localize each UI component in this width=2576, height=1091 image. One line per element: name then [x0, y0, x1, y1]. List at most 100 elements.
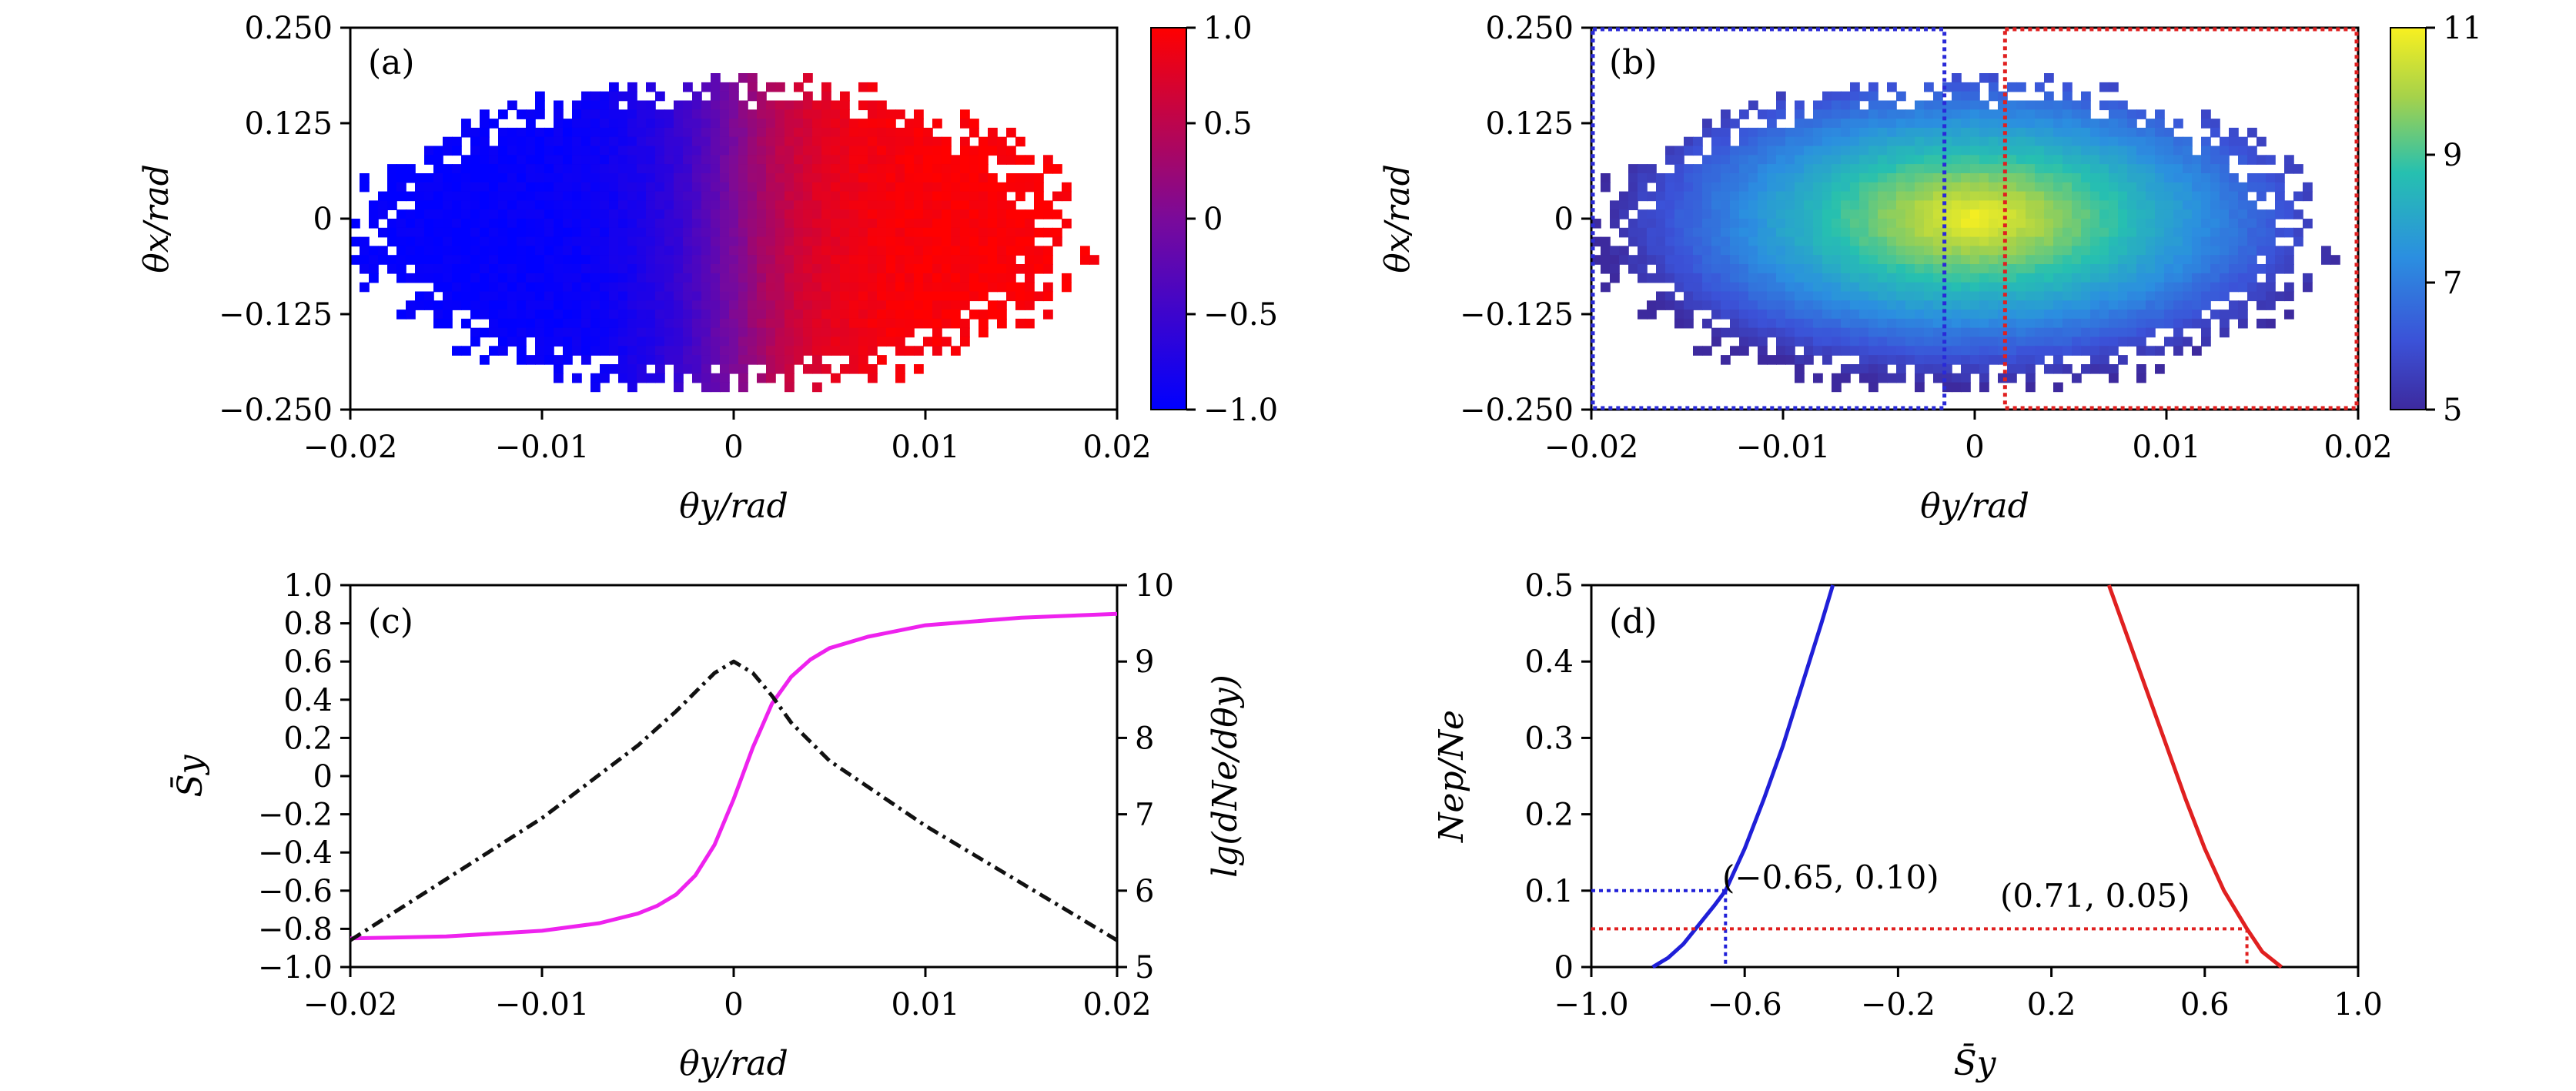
b-xtick-label: −0.01: [1736, 430, 1831, 465]
heatmap-cell: [988, 227, 998, 238]
heatmap-cell: [840, 255, 850, 265]
heatmap-cell: [2072, 373, 2082, 383]
heatmap-cell: [609, 364, 619, 374]
heatmap-cell: [2007, 264, 2017, 274]
heatmap-cell: [1952, 155, 1962, 165]
heatmap-cell: [1822, 191, 1832, 202]
heatmap-cell: [1905, 318, 1915, 329]
heatmap-cell: [748, 82, 758, 92]
heatmap-cell: [840, 310, 850, 320]
heatmap-cell: [535, 318, 545, 329]
heatmap-cell: [2164, 236, 2174, 247]
heatmap-cell: [2007, 209, 2017, 219]
heatmap-cell: [979, 327, 989, 338]
heatmap-cell: [2072, 155, 2082, 165]
heatmap-cell: [831, 109, 841, 119]
heatmap-cell: [914, 173, 924, 183]
heatmap-cell: [868, 119, 878, 129]
heatmap-cell: [1859, 246, 1869, 256]
heatmap-cell: [858, 209, 868, 219]
heatmap-cell: [1961, 336, 1971, 347]
heatmap-cell: [1795, 236, 1805, 247]
heatmap-cell: [2035, 191, 2045, 202]
heatmap-cell: [1647, 246, 1657, 256]
heatmap-cell: [2183, 246, 2193, 256]
heatmap-cell: [480, 136, 490, 147]
heatmap-cell: [2072, 219, 2082, 229]
heatmap-cell: [1730, 264, 1740, 274]
heatmap-cell: [1952, 182, 1962, 192]
heatmap-cell: [840, 119, 850, 129]
heatmap-cell: [683, 336, 693, 347]
heatmap-cell: [1915, 219, 1925, 229]
heatmap-cell: [1905, 346, 1915, 356]
heatmap-cell: [683, 327, 693, 338]
heatmap-cell: [2247, 146, 2257, 156]
heatmap-cell: [609, 336, 619, 347]
c-ytick-label: 1.0: [283, 568, 333, 604]
heatmap-cell: [785, 127, 795, 138]
heatmap-cell: [443, 318, 453, 329]
heatmap-cell: [554, 191, 564, 202]
heatmap-cell: [1739, 191, 1749, 202]
heatmap-cell: [1647, 227, 1657, 238]
heatmap-cell: [1896, 182, 1906, 192]
heatmap-cell: [1905, 227, 1915, 238]
heatmap-cell: [2192, 300, 2202, 310]
heatmap-cell: [1896, 255, 1906, 265]
heatmap-cell: [720, 236, 730, 247]
heatmap-cell: [637, 200, 647, 210]
heatmap-cell: [738, 136, 748, 147]
heatmap-cell: [775, 219, 785, 229]
heatmap-cell: [701, 127, 711, 138]
heatmap-cell: [738, 291, 748, 302]
heatmap-cell: [803, 255, 813, 265]
heatmap-cell: [2201, 182, 2211, 192]
heatmap-cell: [646, 310, 656, 320]
heatmap-cell: [840, 91, 850, 102]
heatmap-cell: [489, 264, 499, 274]
heatmap-cell: [600, 100, 610, 111]
heatmap-cell: [2090, 219, 2100, 229]
heatmap-cell: [1721, 173, 1731, 183]
heatmap-cell: [2109, 373, 2119, 383]
heatmap-cell: [2266, 173, 2276, 183]
heatmap-cell: [609, 327, 619, 338]
heatmap-cell: [2275, 227, 2285, 238]
heatmap-cell: [831, 282, 841, 293]
heatmap-cell: [1034, 182, 1044, 192]
heatmap-cell: [1693, 273, 1703, 283]
panel-b-label: (b): [1609, 43, 1658, 82]
heatmap-cell: [932, 164, 942, 174]
heatmap-cell: [1822, 282, 1832, 293]
heatmap-cell: [2099, 336, 2109, 347]
heatmap-cell: [1748, 236, 1758, 247]
heatmap-cell: [711, 82, 721, 92]
heatmap-cell: [1730, 273, 1740, 283]
heatmap-cell: [960, 119, 970, 129]
heatmap-cell: [2164, 182, 2174, 192]
heatmap-cell: [526, 164, 536, 174]
heatmap-cell: [489, 246, 499, 256]
heatmap-cell: [1952, 136, 1962, 147]
heatmap-cell: [674, 173, 684, 183]
heatmap-cell: [1970, 127, 1980, 138]
heatmap-cell: [1924, 119, 1934, 129]
heatmap-cell: [1043, 246, 1053, 256]
heatmap-cell: [905, 264, 915, 274]
heatmap-cell: [2072, 336, 2082, 347]
heatmap-cell: [988, 191, 998, 202]
heatmap-cell: [1006, 282, 1016, 293]
heatmap-cell: [581, 200, 591, 210]
heatmap-cell: [2146, 209, 2156, 219]
heatmap-cell: [895, 246, 905, 256]
heatmap-cell: [646, 255, 656, 265]
heatmap-cell: [1841, 155, 1851, 165]
heatmap-cell: [2146, 182, 2156, 192]
heatmap-cell: [489, 182, 499, 192]
heatmap-cell: [895, 136, 905, 147]
heatmap-cell: [1915, 236, 1925, 247]
heatmap-cell: [674, 346, 684, 356]
heatmap-cell: [766, 336, 776, 347]
heatmap-cell: [757, 264, 767, 274]
